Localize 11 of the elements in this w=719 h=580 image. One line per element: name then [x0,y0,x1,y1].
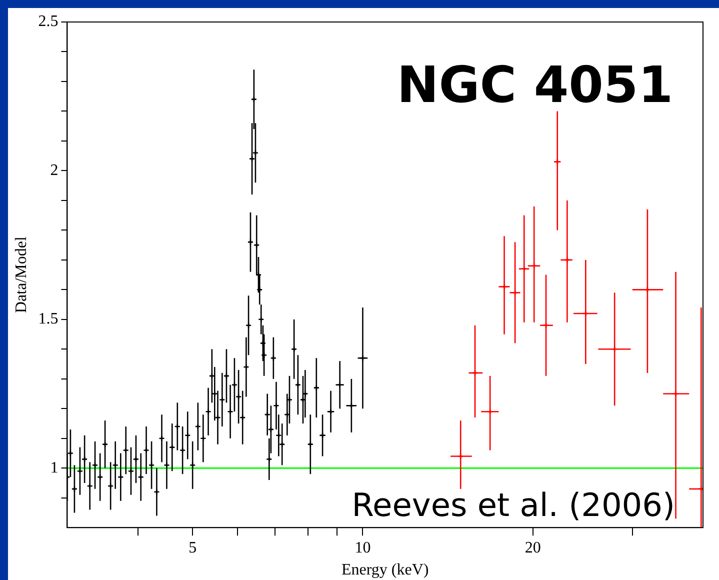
annotation: Reeves et al. (2006) [352,486,675,524]
text: NGC 4051 [396,56,673,114]
x-axis-title: Energy (keV) [341,562,429,579]
y-tick-label: 2.5 [38,13,58,30]
x-tick-label: 20 [524,539,541,556]
y-tick-label: 1.5 [38,310,58,328]
x-tick-label: 10 [354,539,371,556]
y-axis-title: Data/Model [12,236,30,314]
x-tick-label: 5 [188,539,197,556]
y-tick-label: 2 [50,162,58,179]
y-tick-label: 1 [50,459,58,476]
